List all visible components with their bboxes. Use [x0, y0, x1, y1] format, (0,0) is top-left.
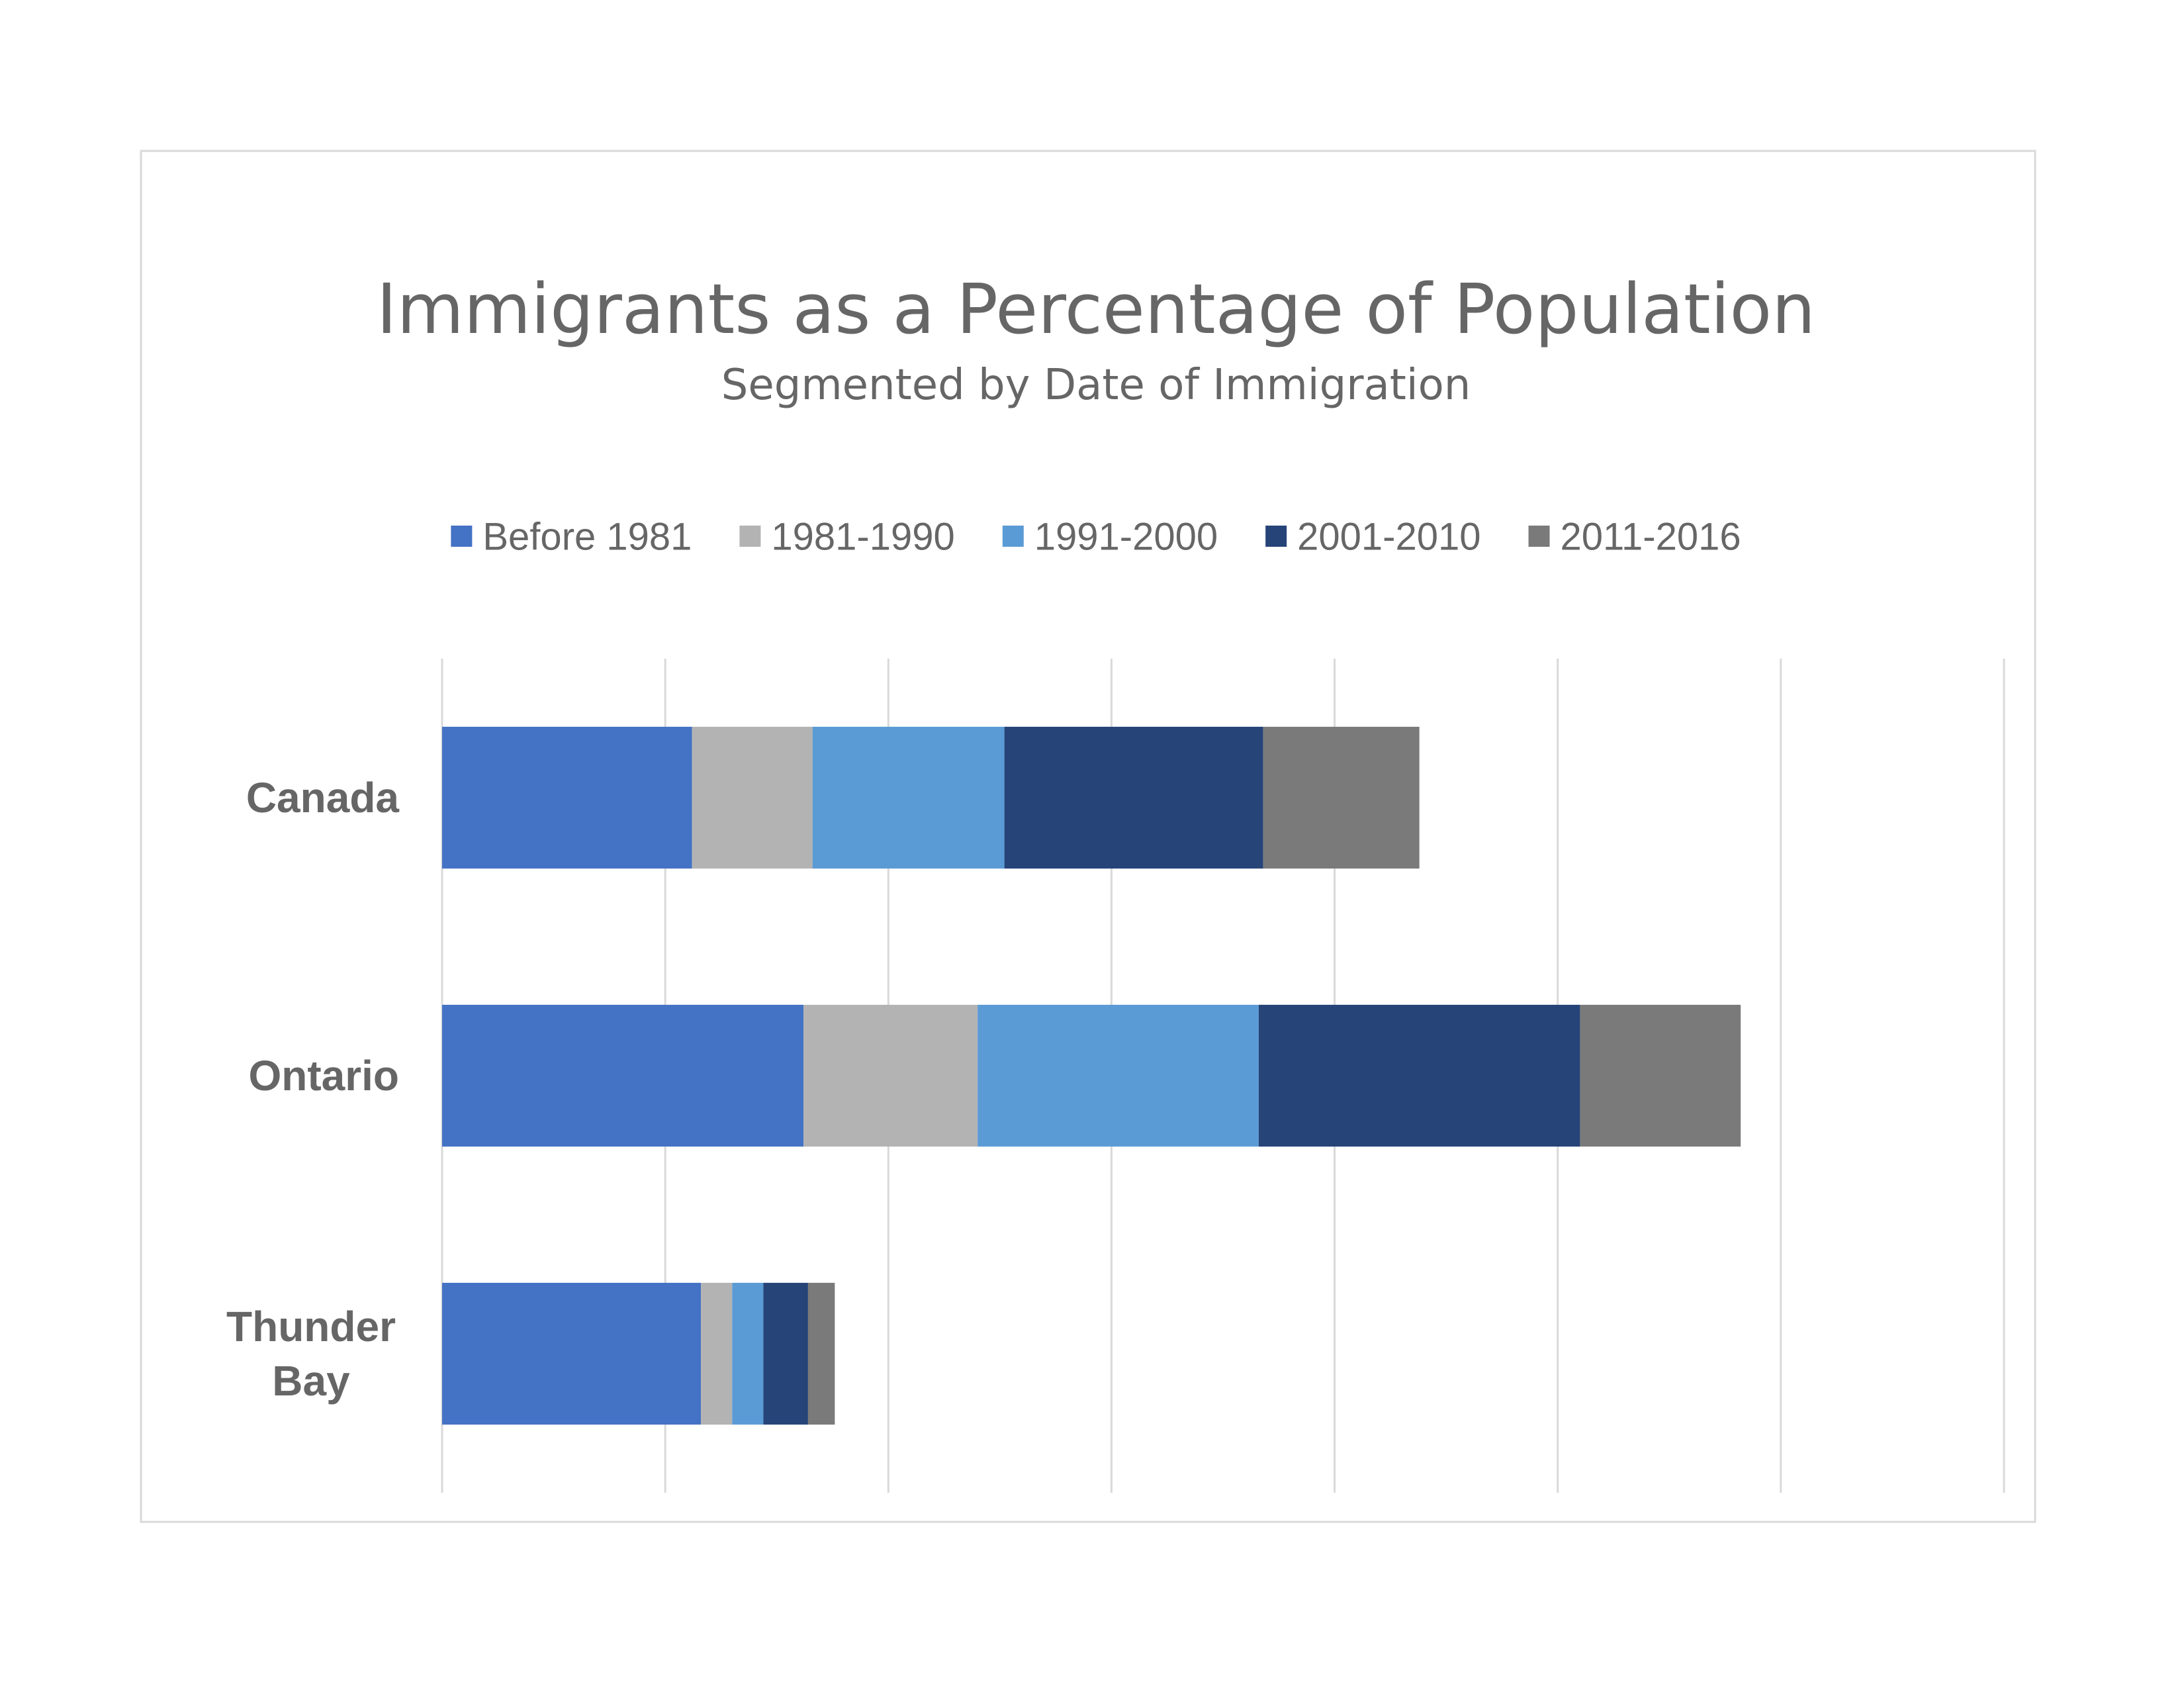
category-label-canada: Canada	[246, 774, 400, 821]
legend-item-5: 2011-2016	[1528, 515, 1741, 558]
bar-thunder-bay-5	[807, 1282, 835, 1425]
legend-swatch	[451, 526, 473, 547]
bar-thunder-bay-1	[442, 1282, 702, 1425]
bar-canada-3	[812, 726, 1005, 869]
bar-thunder-bay-2	[701, 1282, 733, 1425]
legend-label: 1991-2000	[1034, 515, 1218, 558]
bar-ontario-2	[803, 1004, 978, 1147]
bar-ontario-5	[1580, 1004, 1741, 1147]
bar-canada-2	[692, 726, 813, 869]
legend-swatch	[1265, 526, 1287, 547]
legend-label: 2011-2016	[1561, 515, 1741, 558]
legend-label: 1981-1990	[771, 515, 954, 558]
category-label-ontario: Ontario	[248, 1052, 399, 1100]
legend-item-2: 1981-1990	[739, 515, 955, 558]
chart-subtitle: Segmented by Date of Immigration	[721, 361, 1471, 410]
bar-ontario-3	[978, 1004, 1259, 1147]
bar-thunder-bay-4	[763, 1282, 808, 1425]
legend-label: 2001-2010	[1297, 515, 1480, 558]
legend-item-3: 1991-2000	[1002, 515, 1218, 558]
bar-ontario-4	[1258, 1004, 1580, 1147]
legend: Before 1981 1981-1990 1991-2000 2001-2010 20…	[451, 515, 1741, 558]
legend-item-4: 2001-2010	[1265, 515, 1481, 558]
bar-thunder-bay-3	[732, 1282, 764, 1425]
legend-swatch	[739, 526, 761, 547]
bar-canada-4	[1004, 726, 1263, 869]
chart-title: Immigrants as a Percentage of Population	[377, 269, 1815, 350]
bar-ontario-1	[442, 1004, 804, 1147]
bar-canada-1	[442, 726, 692, 869]
legend-swatch	[1528, 526, 1550, 547]
legend-item-1: Before 1981	[451, 515, 692, 558]
bars	[442, 726, 1741, 1425]
bar-canada-5	[1263, 726, 1420, 869]
legend-label: Before 1981	[482, 515, 692, 558]
category-labels: Canada Ontario Thunder Bay	[226, 774, 399, 1405]
legend-swatch	[1002, 526, 1024, 547]
category-label-thunder-bay: Thunder Bay	[226, 1303, 396, 1405]
